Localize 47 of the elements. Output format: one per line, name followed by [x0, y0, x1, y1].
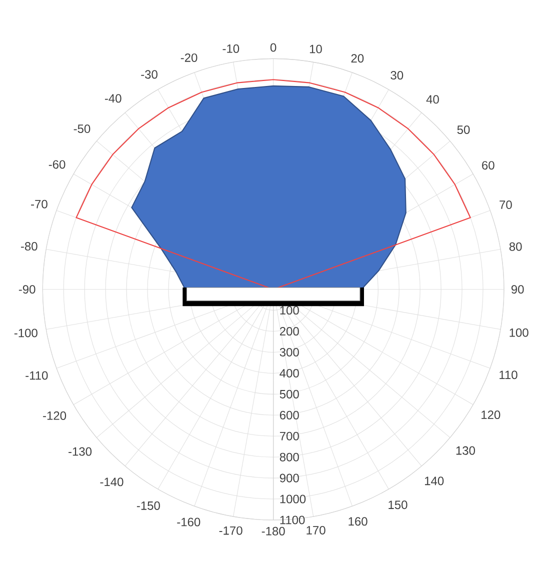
spoke-label: 140 — [425, 476, 444, 486]
spoke-label: -70 — [31, 200, 48, 208]
spoke-label: 110 — [500, 370, 518, 380]
y-tick-label: 800 — [280, 452, 299, 462]
spoke-label: 160 — [348, 517, 368, 526]
y-tick-label: 500 — [280, 390, 299, 398]
spoke-label: 10 — [310, 44, 322, 54]
y-tick-label: 700 — [280, 432, 299, 440]
y-tick-label: 1000 — [280, 494, 306, 504]
spoke-label: 100 — [510, 328, 528, 337]
spoke-label: 20 — [351, 54, 364, 63]
spoke-label: 90 — [511, 285, 524, 294]
spoke-label: -40 — [104, 94, 122, 103]
spoke-label: -160 — [177, 518, 200, 526]
spoke-label: -140 — [100, 478, 124, 486]
y-tick-label: 600 — [280, 410, 299, 420]
spoke-label: 0 — [270, 43, 276, 52]
spoke-label: -10 — [222, 44, 240, 53]
spoke-label: -30 — [141, 70, 158, 79]
spoke-label: 40 — [426, 95, 439, 104]
spoke-label: -100 — [14, 328, 38, 338]
spoke-label: 120 — [482, 410, 500, 420]
y-tick-label: 400 — [280, 368, 299, 378]
spoke-label: 170 — [306, 526, 326, 534]
spoke-label: -50 — [74, 124, 90, 134]
spoke-label: -120 — [43, 411, 66, 420]
spoke-label: 80 — [509, 242, 522, 251]
spoke-label: 50 — [457, 125, 470, 134]
spoke-label: -60 — [48, 160, 66, 169]
spoke-label: -150 — [136, 501, 160, 510]
spoke-label: -130 — [68, 447, 92, 456]
y-tick-label: 1100 — [280, 516, 305, 524]
spoke-label: -170 — [219, 526, 242, 535]
spoke-label: -110 — [26, 371, 48, 380]
spoke-label: -180 — [262, 526, 285, 536]
y-tick-label: 300 — [280, 348, 299, 356]
y-tick-label: 200 — [280, 327, 299, 336]
spoke-label: 70 — [500, 200, 512, 210]
spoke-label: 130 — [456, 446, 476, 455]
spoke-label: -80 — [20, 242, 38, 251]
spoke-label: 30 — [390, 71, 404, 80]
y-tick-label: 900 — [280, 474, 299, 482]
spoke-label: 150 — [388, 500, 408, 510]
spoke-label: -20 — [180, 53, 198, 62]
y-tick-label: 100 — [280, 306, 299, 315]
spoke-label: 60 — [482, 161, 494, 170]
spoke-label: -90 — [18, 285, 36, 294]
